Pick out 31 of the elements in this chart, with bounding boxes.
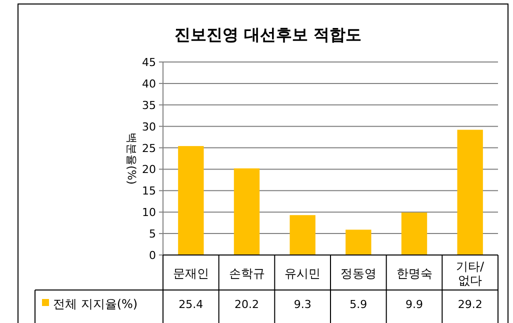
legend-label: 전체 지지율(%) [53,297,138,311]
bar [234,168,260,255]
x-tick-label: 문재인 [172,266,209,280]
y-axis-title: 백분율(%) [125,132,138,185]
data-label: 25.4 [178,298,204,311]
chart-title: 진보진영 대선후보 적합도 [174,25,362,44]
bar [401,212,428,255]
y-tick-label: 40 [142,77,156,90]
x-tick-label: 유시민 [284,266,321,280]
y-tick-label: 45 [142,56,156,69]
bar [346,230,372,255]
x-tick-label: 한명숙 [396,266,432,280]
data-label: 20.2 [234,298,259,311]
bar [178,146,204,255]
y-tick-label: 5 [149,228,156,241]
y-tick-label: 20 [142,163,156,176]
data-label: 9.9 [406,298,423,311]
y-tick-label: 15 [142,184,156,198]
data-label: 9.3 [294,298,312,311]
x-tick-label: 손학규 [228,266,265,280]
data-label: 29.2 [458,298,482,311]
x-tick-label: 정동영 [340,266,376,280]
x-tick-label: 기타/ 없다 [456,260,486,288]
y-tick-label: 35 [142,98,156,112]
bar [457,130,483,255]
bar [290,215,316,255]
y-tick-label: 30 [142,120,156,134]
y-tick-label: 10 [142,206,156,220]
y-tick-label: 25 [142,142,156,155]
data-label: 5.9 [350,298,368,311]
y-tick-label: 0 [149,249,156,262]
